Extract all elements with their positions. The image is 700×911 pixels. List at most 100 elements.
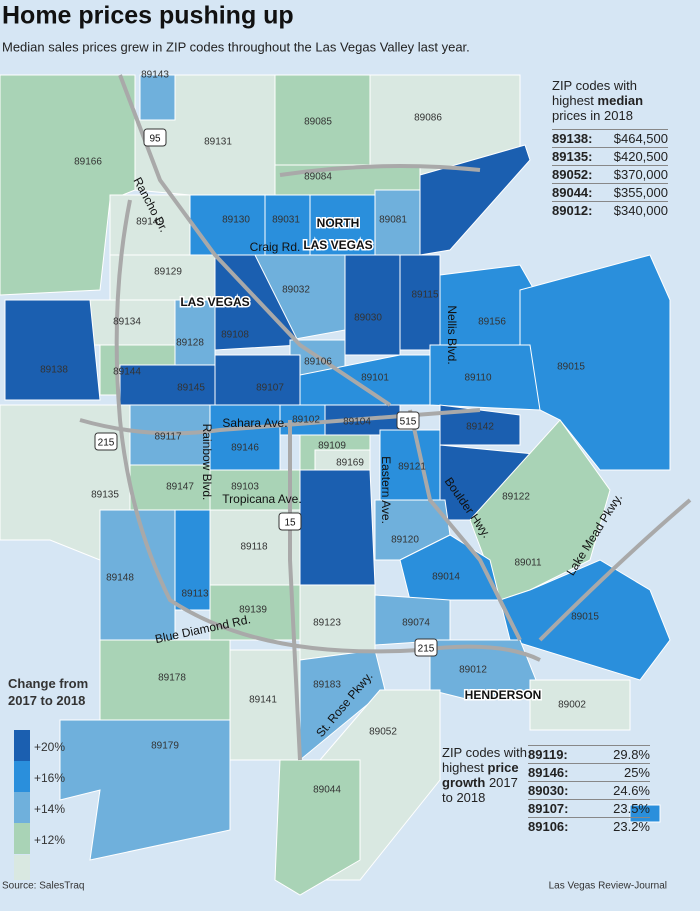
zip-label: 89134 <box>113 317 141 328</box>
row-value: 25% <box>591 763 650 782</box>
subtitle: Median sales prices grew in ZIP codes th… <box>2 39 470 54</box>
top-prices: ZIP codes with highest median prices in … <box>552 78 668 219</box>
credit: Las Vegas Review-Journal <box>549 881 667 892</box>
road <box>288 420 302 761</box>
box-row: 89052: $370,000 <box>552 165 668 184</box>
zip-region <box>4 299 101 401</box>
road-label: Rainbow Blvd. <box>200 424 214 501</box>
box-row: 89119: 29.8% <box>528 745 650 764</box>
zip-region <box>529 679 631 731</box>
road <box>279 164 481 177</box>
zip-region <box>344 254 401 356</box>
zip-label: 89139 <box>239 605 267 616</box>
zip-region <box>419 144 531 256</box>
zip-label: 89109 <box>318 441 346 452</box>
zip-label: 89129 <box>154 267 182 278</box>
row-zip: 89030: <box>528 781 592 800</box>
zip-region <box>274 759 361 896</box>
zip-label: 89120 <box>391 535 419 546</box>
row-zip: 89146: <box>528 763 592 782</box>
row-zip: 89135: <box>552 147 602 166</box>
road-label: Eastern Ave. <box>379 456 393 524</box>
road-label: Nellis Blvd. <box>445 305 459 364</box>
box-row: 89044: $355,000 <box>552 183 668 202</box>
zip-label: 89104 <box>343 417 371 428</box>
box-row: 89107: 23.5% <box>528 799 650 818</box>
zip-region <box>214 354 301 406</box>
zip-region <box>429 639 541 701</box>
row-zip: 89012: <box>552 201 602 219</box>
zip-label: 89166 <box>74 157 102 168</box>
zip-label: 89030 <box>354 313 382 324</box>
box-intro: ZIP codes with highest median prices in … <box>552 78 668 123</box>
box-row: 89012: $340,000 <box>552 201 668 219</box>
intro-text: ZIP codes with highest <box>552 78 638 108</box>
zip-label: 89123 <box>313 618 341 629</box>
row-value: $340,000 <box>601 201 668 219</box>
zip-region <box>519 254 671 471</box>
zip-label: 89135 <box>91 490 119 501</box>
roads <box>79 74 692 761</box>
road <box>408 409 522 641</box>
zip-label: 89108 <box>221 330 249 341</box>
zip-label: 89015 <box>557 362 585 373</box>
city-label: NORTH <box>317 216 360 230</box>
intro-text: prices in 2018 <box>552 108 633 123</box>
zip-label: 89141 <box>249 695 277 706</box>
intro-text: 2017 to 2018 <box>442 775 518 805</box>
zip-label: 89014 <box>432 572 460 583</box>
zip-label: 89101 <box>361 373 389 384</box>
zip-label: 89103 <box>231 482 259 493</box>
row-zip: 89138: <box>552 129 602 148</box>
zip-label: 89011 <box>514 558 542 569</box>
legend-title: Change from 2017 to 2018 <box>8 676 88 708</box>
city-label: LAS VEGAS <box>303 238 372 252</box>
zip-region <box>174 299 216 366</box>
zip-label: 89122 <box>502 492 530 503</box>
road-label: Craig Rd. <box>250 240 301 254</box>
zip-label: 89110 <box>464 373 492 384</box>
highway-shield <box>414 638 438 657</box>
zip-label: 89052 <box>369 727 397 738</box>
zip-label: 89145 <box>177 383 205 394</box>
zip-region <box>209 404 281 471</box>
road-label: Tropicana Ave. <box>222 492 301 506</box>
zip-region <box>399 254 441 351</box>
zip-label: 89117 <box>154 432 182 443</box>
zip-label: 89118 <box>240 542 268 553</box>
zip-label: 89086 <box>414 113 442 124</box>
zip-label: 89121 <box>398 462 426 473</box>
row-zip: 89044: <box>552 183 602 202</box>
road <box>114 199 541 662</box>
row-value: $355,000 <box>601 183 668 202</box>
intro-bold: median <box>597 93 644 108</box>
zip-label: 89002 <box>558 700 586 711</box>
box-row: 89138: $464,500 <box>552 129 668 148</box>
road-label: Sahara Ave. <box>222 416 287 430</box>
row-zip: 89052: <box>552 165 602 184</box>
box-row: 89135: $420,500 <box>552 147 668 166</box>
zip-label: 89081 <box>379 215 407 226</box>
city-label: LAS VEGAS <box>180 295 249 309</box>
zip-label: 89179 <box>151 741 179 752</box>
zip-label: 89130 <box>222 215 250 226</box>
zip-region <box>429 344 541 411</box>
zip-label: 89131 <box>204 137 232 148</box>
highway-shield <box>396 411 420 430</box>
zip-label: 89044 <box>313 785 341 796</box>
row-value: $420,500 <box>601 147 668 166</box>
zip-label: 89113 <box>181 589 209 600</box>
row-value: 24.6% <box>591 781 650 800</box>
legend-label: +12% <box>34 833 65 847</box>
zip-label: 89147 <box>166 482 194 493</box>
row-value: 23.2% <box>591 817 650 835</box>
city-label: HENDERSON <box>465 688 542 702</box>
legend-label: +14% <box>34 802 65 816</box>
highway-number: 215 <box>98 438 115 449</box>
highway-number: 15 <box>284 518 296 529</box>
intro-text: ZIP codes with highest <box>442 745 528 775</box>
zip-label: 89178 <box>158 673 186 684</box>
highway-shield <box>94 432 118 451</box>
legend-label: +20% <box>34 740 65 754</box>
zip-label: 89144 <box>113 367 141 378</box>
